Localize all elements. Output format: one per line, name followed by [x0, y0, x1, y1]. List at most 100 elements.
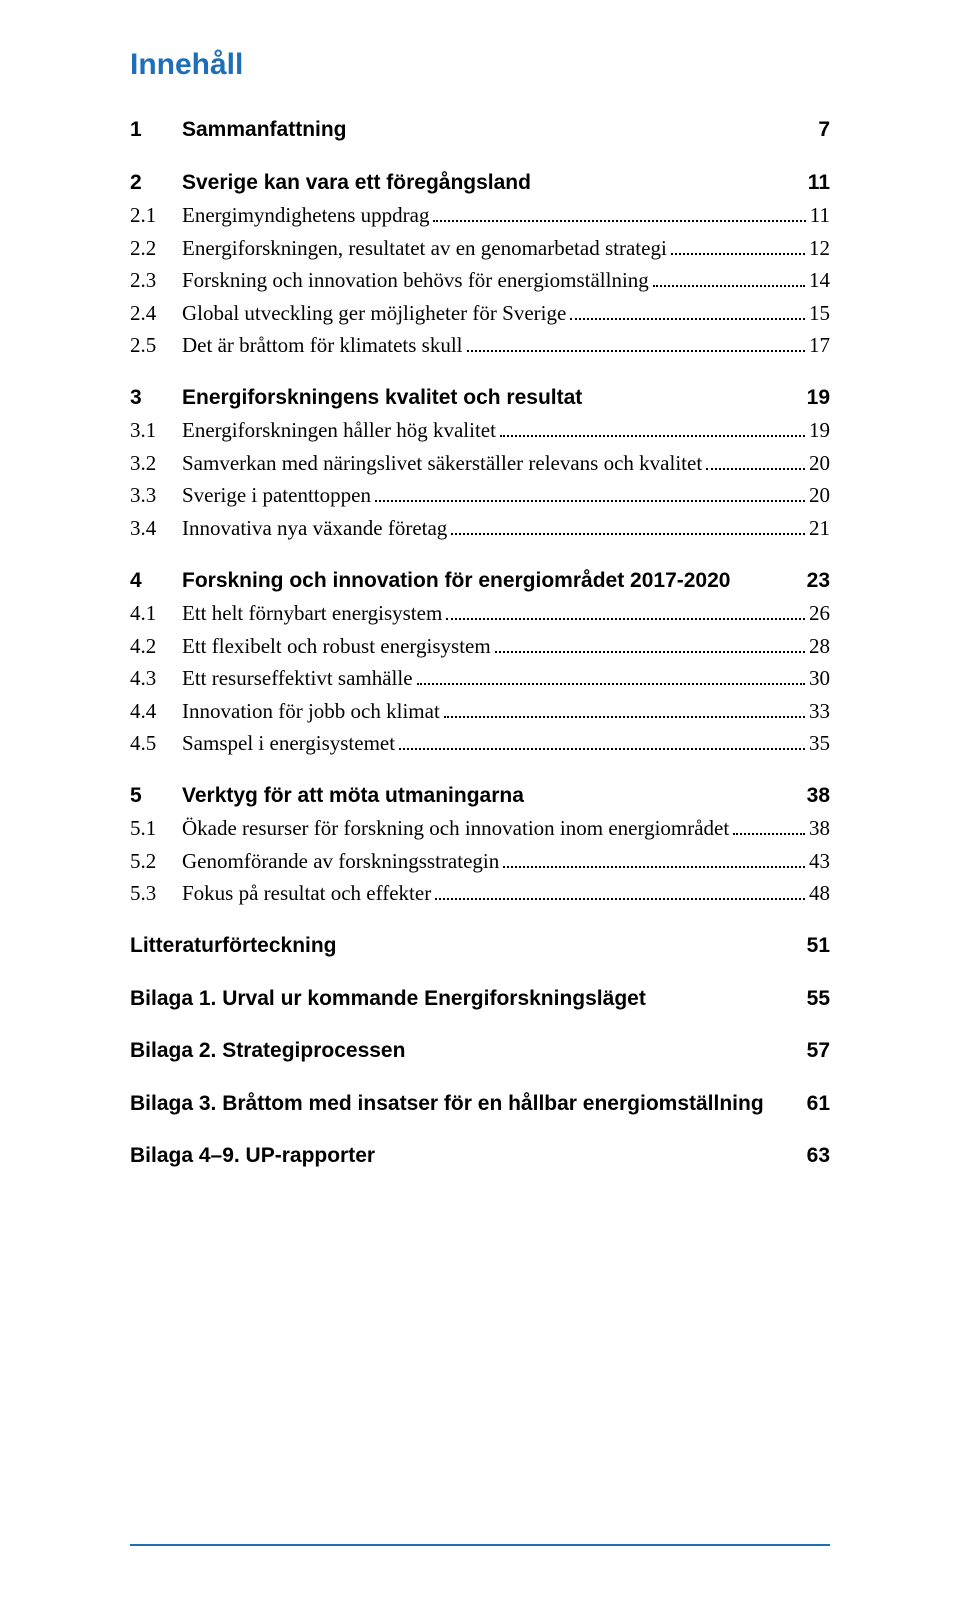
toc-page-number: 63	[807, 1140, 830, 1173]
toc-entry-title: Innovation för jobb och klimat	[182, 695, 440, 728]
toc-page-number: 12	[809, 232, 830, 265]
toc-leader	[734, 568, 802, 587]
toc-level2-row: 5.3 Fokus på resultat och effekter 48	[130, 877, 830, 910]
toc-level1-row: 5 Verktyg för att möta utmaningarna 38	[130, 780, 830, 813]
toc-tail-section: Bilaga 2. Strategiprocessen 57	[130, 1035, 830, 1068]
toc-level2-row: 3.4 Innovativa nya växande företag 21	[130, 512, 830, 545]
toc-page-number: 57	[807, 1035, 830, 1068]
toc-entry-title: Energiforskningen, resultatet av en geno…	[182, 232, 667, 265]
toc-leader	[528, 783, 803, 802]
toc-entry-title: Genomförande av forskningsstrategin	[182, 845, 499, 878]
toc-page-number: 20	[809, 447, 830, 480]
toc-page-number: 7	[818, 114, 830, 147]
toc-level2-row: 5.1 Ökade resurser för forskning och inn…	[130, 812, 830, 845]
toc-leader	[451, 514, 805, 535]
toc-entry-number: 4.5	[130, 727, 182, 760]
toc-section-title: Sverige kan vara ett föregångsland	[182, 167, 531, 200]
toc-tail-section: Litteraturförteckning 51	[130, 930, 830, 963]
toc-section: 5 Verktyg för att möta utmaningarna 38 5…	[130, 780, 830, 910]
toc-leader	[535, 170, 804, 189]
toc-section-title: Verktyg för att möta utmaningarna	[182, 780, 524, 813]
toc-page-number: 26	[809, 597, 830, 630]
toc-leader	[444, 697, 805, 718]
toc-level2-row: 3.3 Sverige i patenttoppen 20	[130, 479, 830, 512]
toc-entry-number: 2.2	[130, 232, 182, 265]
toc-section-number: 3	[130, 382, 182, 415]
toc-page-number: 28	[809, 630, 830, 663]
toc-entry-number: 2.1	[130, 199, 182, 232]
toc-entry-title: Samspel i energisystemet	[182, 727, 395, 760]
toc-section-title: Bilaga 4–9. UP-rapporter	[130, 1140, 375, 1173]
toc-level2-row: 4.1 Ett helt förnybart energisystem 26	[130, 597, 830, 630]
toc-page-number: 33	[809, 695, 830, 728]
toc-level1-row: 2 Sverige kan vara ett föregångsland 11	[130, 167, 830, 200]
toc-entry-title: Samverkan med näringslivet säkerställer …	[182, 447, 702, 480]
toc-leader	[433, 201, 805, 222]
toc-entry-title: Ett flexibelt och robust energisystem	[182, 630, 491, 663]
toc-page-number: 19	[809, 414, 830, 447]
toc-leader	[495, 632, 805, 653]
toc-entry-number: 4.1	[130, 597, 182, 630]
toc-entry-title: Ökade resurser för forskning och innovat…	[182, 812, 729, 845]
toc-entry-title: Ett helt förnybart energisystem	[182, 597, 442, 630]
toc-entry-number: 3.1	[130, 414, 182, 447]
toc-entry-number: 2.4	[130, 297, 182, 330]
toc-entry-title: Fokus på resultat och effekter	[182, 877, 431, 910]
document-page: Innehåll 1 Sammanfattning 7 2 Sverige ka…	[0, 0, 960, 1602]
toc-page-number: 38	[809, 812, 830, 845]
toc-page-number: 55	[807, 983, 830, 1016]
toc-section-number: 5	[130, 780, 182, 813]
toc-entry-title: Forskning och innovation behövs för ener…	[182, 264, 649, 297]
toc-level1-row: 4 Forskning och innovation för energiomr…	[130, 565, 830, 598]
toc-leader	[586, 385, 802, 404]
toc-page-number: 11	[810, 199, 830, 232]
toc-entry-number: 4.3	[130, 662, 182, 695]
toc-entry-number: 5.3	[130, 877, 182, 910]
toc-page-number: 43	[809, 845, 830, 878]
toc-section: 2 Sverige kan vara ett föregångsland 11 …	[130, 167, 830, 362]
toc-leader	[399, 729, 805, 750]
toc-entry-title: Energimyndighetens uppdrag	[182, 199, 429, 232]
toc-level1-row: Litteraturförteckning 51	[130, 930, 830, 963]
toc-entry-title: Innovativa nya växande företag	[182, 512, 447, 545]
toc-leader	[409, 1038, 802, 1057]
toc-leader	[467, 331, 805, 352]
toc-leader	[435, 880, 805, 901]
toc-entry-title: Det är bråttom för klimatets skull	[182, 329, 463, 362]
toc-entry-number: 5.1	[130, 812, 182, 845]
toc-level2-row: 3.2 Samverkan med näringslivet säkerstäl…	[130, 447, 830, 480]
toc-page-number: 35	[809, 727, 830, 760]
toc-page-number: 14	[809, 264, 830, 297]
toc-page-number: 30	[809, 662, 830, 695]
toc-page-number: 20	[809, 479, 830, 512]
toc-level2-row: 4.5 Samspel i energisystemet 35	[130, 727, 830, 760]
toc-entry-title: Sverige i patenttoppen	[182, 479, 371, 512]
toc-level1-row: Bilaga 1. Urval ur kommande Energiforskn…	[130, 983, 830, 1016]
toc-page-number: 11	[808, 167, 830, 200]
toc-page-number: 38	[807, 780, 830, 813]
toc-leader	[341, 933, 803, 952]
toc-level2-row: 2.1 Energimyndighetens uppdrag 11	[130, 199, 830, 232]
toc-level2-row: 4.4 Innovation för jobb och klimat 33	[130, 695, 830, 728]
toc-leader	[653, 266, 805, 287]
toc-page-number: 61	[807, 1088, 830, 1121]
toc-section-title: Bilaga 3. Bråttom med insatser för en hå…	[130, 1088, 764, 1121]
toc-tail-section: Bilaga 4–9. UP-rapporter 63	[130, 1140, 830, 1173]
toc-section: 1 Sammanfattning 7	[130, 114, 830, 147]
toc-leader	[733, 815, 805, 836]
toc-leader	[417, 664, 805, 685]
toc-leader	[503, 847, 805, 868]
toc-level2-row: 2.2 Energiforskningen, resultatet av en …	[130, 232, 830, 265]
toc-section-title: Litteraturförteckning	[130, 930, 337, 963]
toc-section-title: Bilaga 2. Strategiprocessen	[130, 1035, 405, 1068]
toc-page-number: 15	[809, 297, 830, 330]
toc-section-number: 1	[130, 114, 182, 147]
toc-section-number: 4	[130, 565, 182, 598]
toc-leader	[706, 449, 805, 470]
toc-entry-number: 3.3	[130, 479, 182, 512]
toc-entry-number: 5.2	[130, 845, 182, 878]
toc-entry-number: 2.5	[130, 329, 182, 362]
toc-entry-number: 3.2	[130, 447, 182, 480]
toc-level1-row: 1 Sammanfattning 7	[130, 114, 830, 147]
toc-entry-number: 4.2	[130, 630, 182, 663]
